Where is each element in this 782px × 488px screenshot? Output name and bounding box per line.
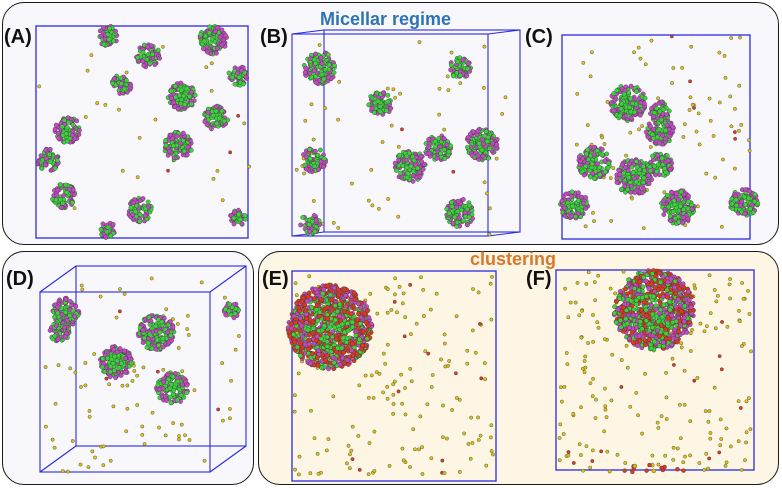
panel-f-snapshot	[555, 268, 755, 475]
panel-a-label: (A)	[4, 26, 32, 48]
panel-e-label: (E)	[262, 268, 289, 290]
panel-e-snapshot	[285, 270, 497, 482]
panel-c-label: (C)	[525, 26, 553, 48]
panel-f-label: (F)	[526, 268, 552, 290]
panel-a-snapshot	[35, 24, 252, 240]
micellar-regime-label: Micellar regime	[320, 9, 452, 29]
clustering-label: clustering	[470, 249, 557, 269]
panel-b-label: (B)	[260, 26, 288, 48]
panel-d-snapshot	[39, 265, 247, 474]
panel-c-snapshot	[558, 34, 761, 240]
panel-d-label: (D)	[6, 268, 34, 290]
panel-b-snapshot	[291, 29, 521, 237]
